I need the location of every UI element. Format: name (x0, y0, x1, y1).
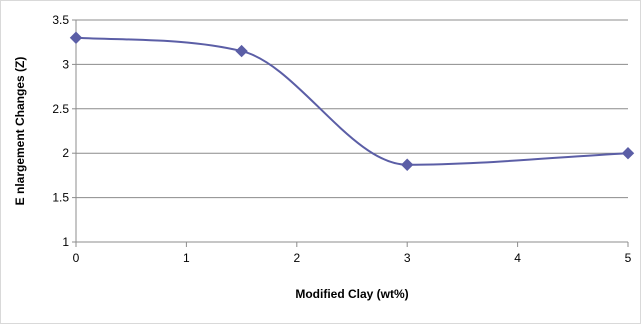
x-tick-label: 5 (625, 251, 632, 265)
axes (72, 19, 629, 247)
data-point-marker (400, 158, 414, 171)
x-axis-title: Modified Clay (wt%) (295, 287, 408, 301)
y-tick-label: 3 (62, 57, 69, 71)
x-tick-label: 4 (514, 251, 521, 265)
y-tick-label: 2.5 (52, 102, 69, 116)
data-point-marker (235, 44, 248, 58)
y-tick-label: 2 (62, 146, 69, 160)
x-tick-label: 3 (404, 251, 411, 265)
series-line-0 (75, 36, 629, 166)
y-tick-label: 3.5 (52, 13, 69, 27)
y-tick-label: 1.5 (52, 191, 69, 205)
data-point-marker (69, 31, 83, 44)
data-point-marker (621, 146, 635, 160)
x-tick-label: 2 (293, 251, 300, 265)
y-axis-title: E nlargement Changes (Z) (13, 57, 27, 206)
gridlines (76, 19, 628, 199)
series-layer (69, 31, 635, 171)
y-tick-label: 1 (62, 235, 69, 249)
tick-labels: 11.522.533.50 1 2 3 4 5 (52, 13, 631, 265)
x-tick-label: 0 (73, 251, 80, 265)
x-tick-label: 1 (183, 251, 190, 265)
